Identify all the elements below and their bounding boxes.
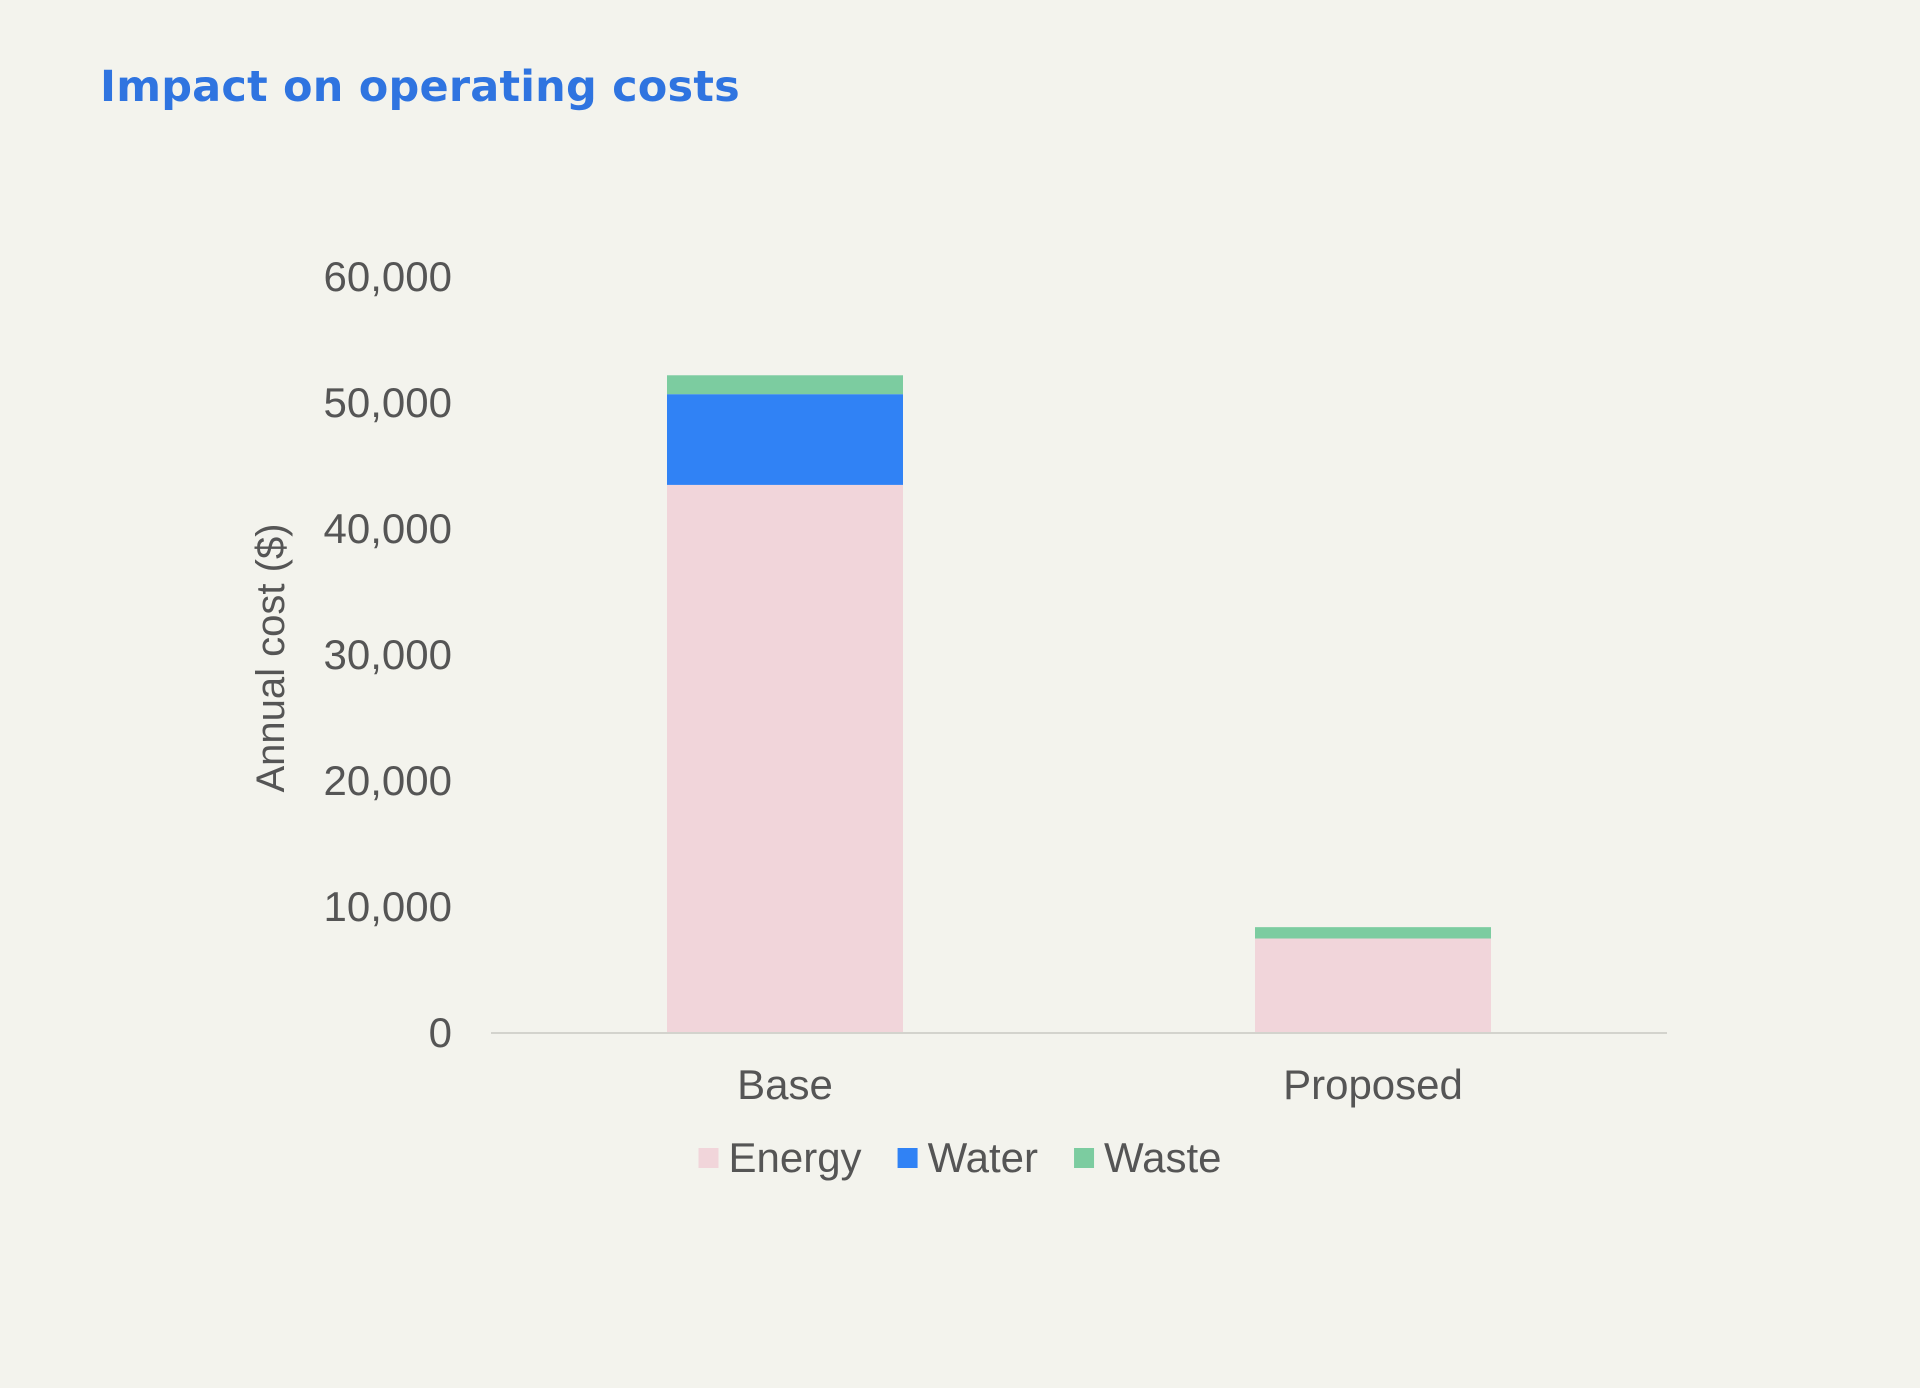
x-tick-label: Base <box>737 1061 833 1108</box>
y-axis-ticks: 0 10,000 20,000 30,000 40,000 50,000 60,000 <box>324 253 452 1056</box>
y-tick-label: 60,000 <box>324 253 452 300</box>
x-tick-label: Proposed <box>1283 1061 1463 1108</box>
legend-item-waste: Waste <box>1074 1134 1222 1181</box>
legend-swatch <box>1074 1148 1095 1168</box>
y-tick-label: 50,000 <box>324 379 452 426</box>
chart-title: Impact on operating costs <box>100 62 740 112</box>
legend: Energy Water Waste <box>698 1134 1222 1181</box>
y-tick-label: 40,000 <box>324 505 452 552</box>
bar-segment-waste-proposed <box>1255 927 1491 939</box>
x-axis-ticks: Base Proposed <box>737 1061 1463 1108</box>
bar-segment-energy-base <box>667 484 903 1033</box>
y-tick-label: 0 <box>429 1009 452 1056</box>
bars-group <box>667 375 1491 1033</box>
legend-swatch <box>897 1148 918 1168</box>
y-tick-label: 30,000 <box>324 631 452 678</box>
y-tick-label: 10,000 <box>324 883 452 930</box>
bar-segment-water-base <box>667 394 903 485</box>
bar-segment-energy-proposed <box>1255 938 1491 1033</box>
y-axis-label: Annual cost ($) <box>249 523 293 792</box>
legend-label: Waste <box>1104 1134 1221 1181</box>
y-tick-label: 20,000 <box>324 757 452 804</box>
bar-segment-waste-base <box>667 375 903 395</box>
legend-swatch <box>698 1148 719 1168</box>
legend-item-water: Water <box>897 1134 1038 1181</box>
legend-label: Energy <box>728 1134 861 1181</box>
legend-item-energy: Energy <box>698 1134 862 1181</box>
legend-label: Water <box>928 1134 1038 1181</box>
y-axis-label-group: Annual cost ($) <box>249 523 293 792</box>
